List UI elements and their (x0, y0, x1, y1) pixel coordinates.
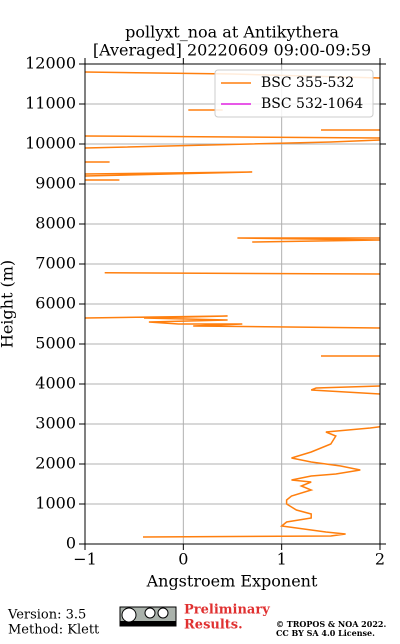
y-tick-label: 7000 (35, 254, 76, 273)
preliminary: Preliminary (184, 603, 270, 618)
y-tick-label: 2000 (35, 454, 76, 473)
profile-line (84, 71, 381, 538)
legend-label: BSC 355-532 (261, 75, 354, 91)
y-tick-label: 12000 (25, 54, 76, 73)
y-tick-label: 8000 (35, 214, 76, 233)
cc-logo (119, 606, 177, 627)
x-axis-label: Angstroem Exponent (146, 572, 318, 591)
x-tick-label: 1 (277, 550, 287, 569)
y-tick-label: 5000 (35, 334, 76, 353)
y-tick-label: 6000 (35, 294, 76, 313)
chart-subtitle: [Averaged] 20220609 09:00-09:59 (93, 41, 371, 60)
plot-frame (84, 63, 381, 545)
version: Version: 3.5 (7, 608, 86, 623)
x-tick-label: −1 (73, 550, 97, 569)
legend-label: BSC 532-1064 (261, 96, 363, 112)
y-tick-label: 3000 (35, 414, 76, 433)
y-tick-label: 1000 (35, 494, 76, 513)
x-tick-label: 2 (375, 550, 385, 569)
copyright: © TROPOS & NOA 2022. (276, 619, 386, 629)
y-tick-label: 9000 (35, 174, 76, 193)
method: Method: Klett (8, 623, 100, 638)
legend-box (214, 69, 374, 118)
x-tick-label: 0 (178, 550, 188, 569)
y-axis-label: Height (m) (0, 260, 17, 348)
y-tick-label: 10000 (25, 134, 76, 153)
results: Results. (184, 618, 243, 633)
license: CC BY SA 4.0 License. (276, 628, 375, 638)
y-tick-label: 11000 (25, 94, 76, 113)
y-tick-label: 4000 (35, 374, 76, 393)
chart-title: pollyxt_noa at Antikythera (125, 23, 339, 42)
y-tick-label: 0 (66, 534, 76, 553)
